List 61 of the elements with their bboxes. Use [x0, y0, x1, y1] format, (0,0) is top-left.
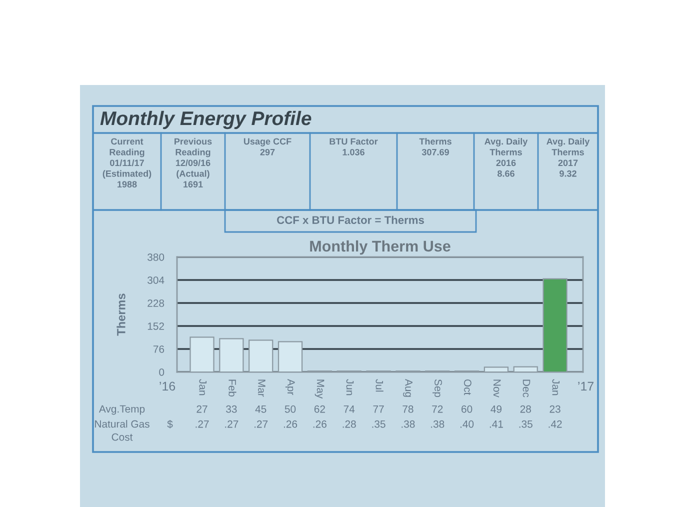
y-tick-label: 228 — [148, 300, 164, 307]
text: BTU Factor 1.036 — [330, 138, 378, 156]
text: .38 — [431, 420, 444, 428]
text: 45 — [255, 406, 266, 413]
text: .26 — [284, 420, 298, 428]
text: Natural Gas Cost — [95, 420, 150, 441]
text: Therms 307.69 — [419, 138, 452, 156]
text: .35 — [372, 420, 386, 428]
x-tick-label: Mar — [258, 380, 266, 397]
text: 74 — [344, 406, 355, 413]
text: 28 — [520, 405, 531, 413]
text: ’16 — [160, 382, 176, 391]
x-tick-label: Oct — [464, 379, 472, 396]
text: 78 — [402, 405, 414, 413]
y-tick-label: 152 — [148, 322, 164, 330]
x-tick-label: Jul — [376, 379, 384, 392]
text: 60 — [462, 405, 472, 413]
text: Avg. Daily Therms 2017 9.32 — [546, 138, 590, 177]
y-tick-label: 0 — [159, 368, 164, 376]
text: .35 — [519, 420, 532, 428]
text: 27 — [196, 405, 208, 413]
x-tick-label: Feb — [228, 380, 236, 396]
text: .26 — [313, 420, 326, 428]
text: CCF x BTU Factor = Therms — [277, 216, 424, 224]
text: 77 — [373, 406, 384, 413]
text: .38 — [402, 420, 415, 428]
x-tick-label: May — [314, 380, 324, 399]
x-tick-label: Sep — [432, 379, 442, 398]
text: .27 — [225, 420, 238, 428]
text: .42 — [548, 420, 562, 428]
text: 62 — [314, 405, 325, 413]
text: 33 — [226, 405, 237, 413]
text: 72 — [432, 405, 443, 413]
x-tick-label: Jan — [199, 379, 206, 396]
text: Usage CCF 297 — [244, 138, 292, 156]
text: 23 — [550, 405, 560, 413]
x-tick-label: Aug — [403, 378, 412, 397]
x-tick-label: Nov — [493, 380, 501, 398]
x-tick-label: Dec — [522, 380, 530, 398]
x-tick-label: Apr — [285, 378, 295, 395]
y-tick-label: 76 — [153, 346, 164, 353]
text: .27 — [196, 420, 209, 428]
y-tick-label: 304 — [148, 276, 164, 284]
text: ’17 — [578, 382, 594, 391]
text: Avg. Daily Therms 2016 8.66 — [484, 138, 528, 177]
x-tick-label: Jun — [346, 379, 354, 396]
y-tick-label: 380 — [148, 254, 164, 261]
text: Monthly Energy Profile — [100, 110, 312, 130]
text: .41 — [490, 420, 503, 428]
text: 49 — [490, 405, 502, 413]
text: .27 — [254, 420, 268, 428]
text: Previous Reading 12/09/16 (Actual) 1691 — [174, 138, 212, 188]
x-tick-label: Jan — [552, 379, 560, 396]
y-axis-title: Therms — [116, 294, 126, 336]
text: Current Reading 01/11/17 (Estimated) 1988 — [102, 138, 152, 188]
text: 50 — [284, 405, 296, 413]
text: $ — [167, 420, 173, 428]
text: .40 — [460, 420, 474, 428]
chart-title: Monthly Therm Use — [310, 240, 450, 255]
text: .28 — [342, 420, 356, 428]
text: Avg.Temp — [98, 405, 145, 415]
